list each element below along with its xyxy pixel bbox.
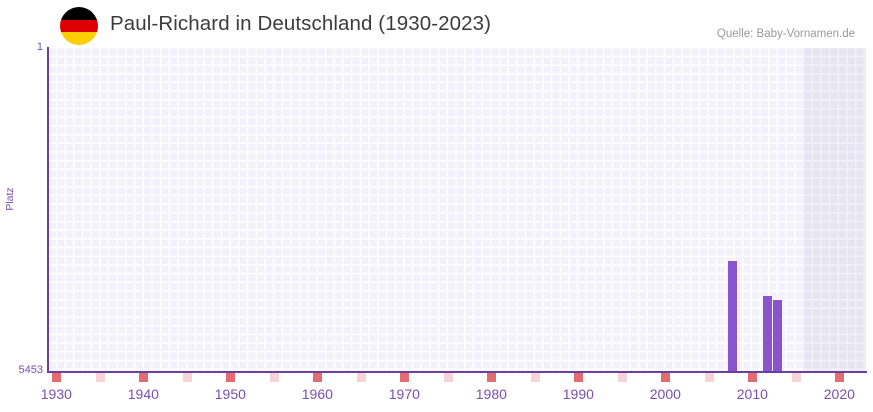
x-axis-tick-label: 1940 [127, 386, 159, 402]
x-axis-tick-mark [270, 373, 279, 382]
x-axis-tick-mark [705, 373, 714, 382]
source-credit: Quelle: Baby-Vornamen.de [716, 28, 855, 40]
x-axis-tick-mark [400, 373, 409, 382]
bar-2017 [763, 296, 772, 372]
x-axis-tick-mark [618, 373, 627, 382]
x-axis-tick-mark [574, 373, 583, 382]
x-axis-tick-mark [357, 373, 366, 382]
flag-band-red [60, 19, 98, 33]
x-axis-tick-mark [487, 373, 496, 382]
x-axis-tick-label: 1970 [388, 386, 420, 402]
x-axis-line [47, 371, 867, 373]
x-axis-tick-mark [96, 373, 105, 382]
x-axis-tick-mark [139, 373, 148, 382]
x-axis-tick-mark [748, 373, 757, 382]
x-axis-tick-label: 1950 [214, 386, 246, 402]
x-axis-tick-label: 2000 [649, 386, 681, 402]
x-axis-tick-mark [313, 373, 322, 382]
plot-area [48, 48, 866, 372]
chart-title: Paul-Richard in Deutschland (1930-2023) [110, 12, 492, 35]
x-axis-tick-label: 1930 [40, 386, 72, 402]
x-axis-tick-mark [792, 373, 801, 382]
x-axis-tick-label: 1980 [475, 386, 507, 402]
x-axis-tick-mark [52, 373, 61, 382]
x-axis-tick-mark [661, 373, 670, 382]
german-flag-icon [60, 7, 98, 45]
x-axis-tick-mark [835, 373, 844, 382]
x-axis-tick-mark [226, 373, 235, 382]
bar-2013 [728, 261, 737, 372]
y-axis-title: Platz [4, 187, 16, 211]
y-axis-tick-bottom: 5453 [18, 364, 43, 376]
x-axis-tick-label: 2010 [736, 386, 768, 402]
flag-band-black [60, 7, 98, 20]
grid-lines [48, 48, 866, 372]
flag-band-gold [60, 32, 98, 45]
y-axis-tick-top: 1 [36, 41, 43, 53]
x-axis-tick-label: 1990 [562, 386, 594, 402]
x-axis-tick-label: 1960 [301, 386, 333, 402]
no-data-shaded-band [803, 48, 866, 372]
x-axis-tick-mark [444, 373, 453, 382]
x-axis-tick-label: 2020 [823, 386, 855, 402]
y-axis-line [47, 47, 49, 373]
x-axis-tick-mark [531, 373, 540, 382]
bar-2018 [773, 300, 782, 372]
x-axis-tick-mark [183, 373, 192, 382]
